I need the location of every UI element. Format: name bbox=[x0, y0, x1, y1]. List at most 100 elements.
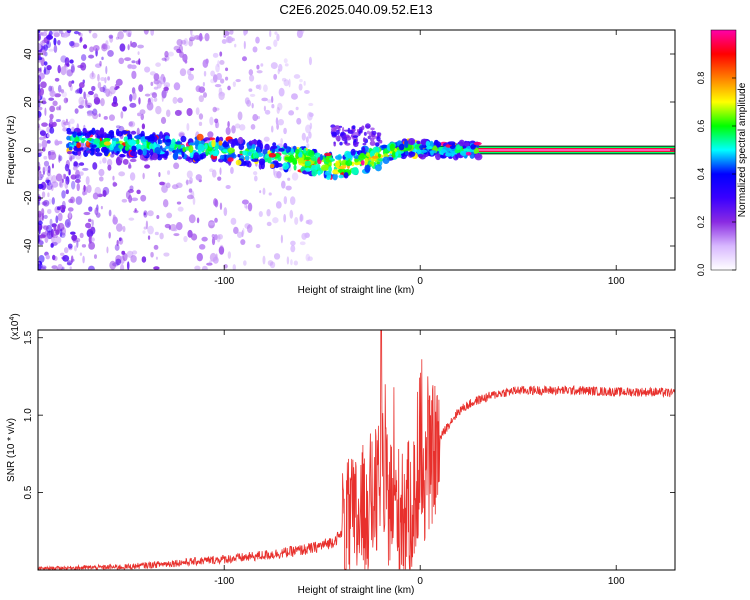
spectral-blob bbox=[237, 154, 241, 158]
spectral-blob bbox=[49, 90, 56, 97]
spectral-blob bbox=[198, 95, 204, 103]
spectral-blob bbox=[276, 33, 280, 42]
spectral-blob bbox=[364, 157, 368, 166]
spectral-blob bbox=[59, 181, 62, 187]
spectral-blob bbox=[78, 82, 85, 89]
spectral-blob bbox=[206, 262, 213, 266]
spectral-blob bbox=[48, 181, 53, 187]
spectral-blob bbox=[92, 192, 99, 200]
colorbar-tick-label: 0.6 bbox=[696, 120, 706, 133]
spectral-blob bbox=[187, 73, 194, 81]
spectral-blob bbox=[130, 255, 137, 263]
spectral-blob bbox=[53, 44, 58, 53]
spectral-blob bbox=[46, 133, 50, 138]
spectral-blob bbox=[319, 154, 324, 161]
spectral-blob bbox=[266, 221, 272, 227]
spectral-blob bbox=[121, 130, 128, 135]
spectral-blob bbox=[108, 145, 114, 151]
spectral-blob bbox=[248, 69, 254, 76]
spectral-blob bbox=[54, 77, 60, 82]
spectral-blob bbox=[227, 85, 231, 91]
spectral-blob bbox=[69, 59, 74, 64]
spectral-blob bbox=[284, 63, 289, 67]
spectral-blob bbox=[285, 185, 292, 191]
spectral-blob bbox=[163, 82, 171, 88]
spectral-blob bbox=[90, 226, 96, 235]
spectral-blob bbox=[241, 199, 249, 205]
spectral-blob bbox=[188, 36, 195, 42]
spectral-blob bbox=[280, 234, 283, 244]
spectral-blob bbox=[153, 86, 159, 90]
spectral-blob bbox=[105, 88, 111, 97]
x-tick-label: 0 bbox=[417, 276, 423, 287]
spectral-blob bbox=[374, 142, 380, 147]
spectral-blob bbox=[116, 239, 119, 247]
spectral-blob bbox=[419, 145, 424, 150]
spectral-blob bbox=[149, 71, 156, 76]
spectral-blob bbox=[291, 172, 299, 181]
spectral-blob bbox=[38, 67, 42, 72]
spectral-blob bbox=[183, 235, 188, 243]
spectral-blob bbox=[67, 168, 70, 176]
spectral-blob bbox=[281, 180, 286, 189]
spectral-blob bbox=[311, 169, 318, 177]
spectral-blob bbox=[153, 97, 158, 102]
spectral-blob bbox=[88, 265, 95, 270]
spectral-blob bbox=[61, 190, 66, 199]
spectral-blob bbox=[231, 37, 235, 42]
spectral-blob bbox=[256, 64, 260, 70]
spectral-blob bbox=[185, 157, 191, 162]
spectral-blob bbox=[38, 75, 42, 84]
spectral-blob bbox=[209, 116, 214, 126]
spectral-blob bbox=[51, 175, 57, 184]
spectral-blob bbox=[69, 155, 73, 162]
spectral-blob bbox=[131, 197, 139, 202]
spectral-blob bbox=[59, 228, 63, 238]
spectral-blob bbox=[279, 167, 284, 171]
spectral-blob bbox=[57, 65, 61, 74]
spectral-blob bbox=[73, 142, 77, 147]
spectral-blob bbox=[210, 78, 216, 84]
svg-text:(x104): (x104) bbox=[9, 313, 21, 340]
spectral-blob bbox=[143, 226, 147, 230]
spectral-blob bbox=[76, 142, 81, 149]
spectral-blob bbox=[188, 188, 193, 193]
spectral-blob bbox=[193, 152, 200, 159]
spectral-blob bbox=[120, 111, 124, 119]
spectral-blob bbox=[247, 202, 253, 212]
spectral-blob bbox=[91, 85, 96, 91]
spectral-blob bbox=[46, 65, 52, 71]
spectral-blob bbox=[188, 142, 196, 146]
spectral-blob bbox=[230, 166, 234, 175]
spectral-blob bbox=[85, 222, 92, 229]
spectral-blob bbox=[67, 243, 73, 249]
spectral-blob bbox=[44, 107, 47, 117]
spectral-blob bbox=[305, 253, 311, 262]
spectral-blob bbox=[231, 125, 236, 134]
spectral-blob bbox=[99, 160, 102, 165]
spectral-blob bbox=[45, 254, 50, 260]
spectral-blob bbox=[329, 157, 334, 161]
spectral-blob bbox=[46, 34, 54, 40]
spectral-blob bbox=[360, 159, 365, 166]
spectral-blob bbox=[275, 117, 279, 126]
spectral-blob bbox=[111, 137, 117, 142]
spectral-blob bbox=[98, 168, 105, 177]
spectral-blob bbox=[100, 98, 105, 107]
spectral-blob bbox=[284, 156, 290, 161]
spectral-blob bbox=[65, 189, 69, 195]
spectral-blob bbox=[190, 34, 196, 41]
spectral-blob bbox=[132, 91, 137, 101]
spectral-blob bbox=[260, 63, 264, 67]
spectral-blob bbox=[140, 113, 145, 121]
spectral-blob bbox=[172, 96, 178, 104]
spectral-blob bbox=[240, 239, 246, 246]
spectral-blob bbox=[151, 152, 158, 161]
spectral-blob bbox=[198, 113, 204, 120]
spectral-blob bbox=[51, 265, 58, 269]
spectral-blob bbox=[350, 148, 356, 156]
spectral-blob bbox=[128, 120, 136, 128]
spectral-blob bbox=[288, 110, 295, 116]
spectral-blob bbox=[115, 78, 123, 86]
spectral-blob bbox=[72, 166, 78, 171]
